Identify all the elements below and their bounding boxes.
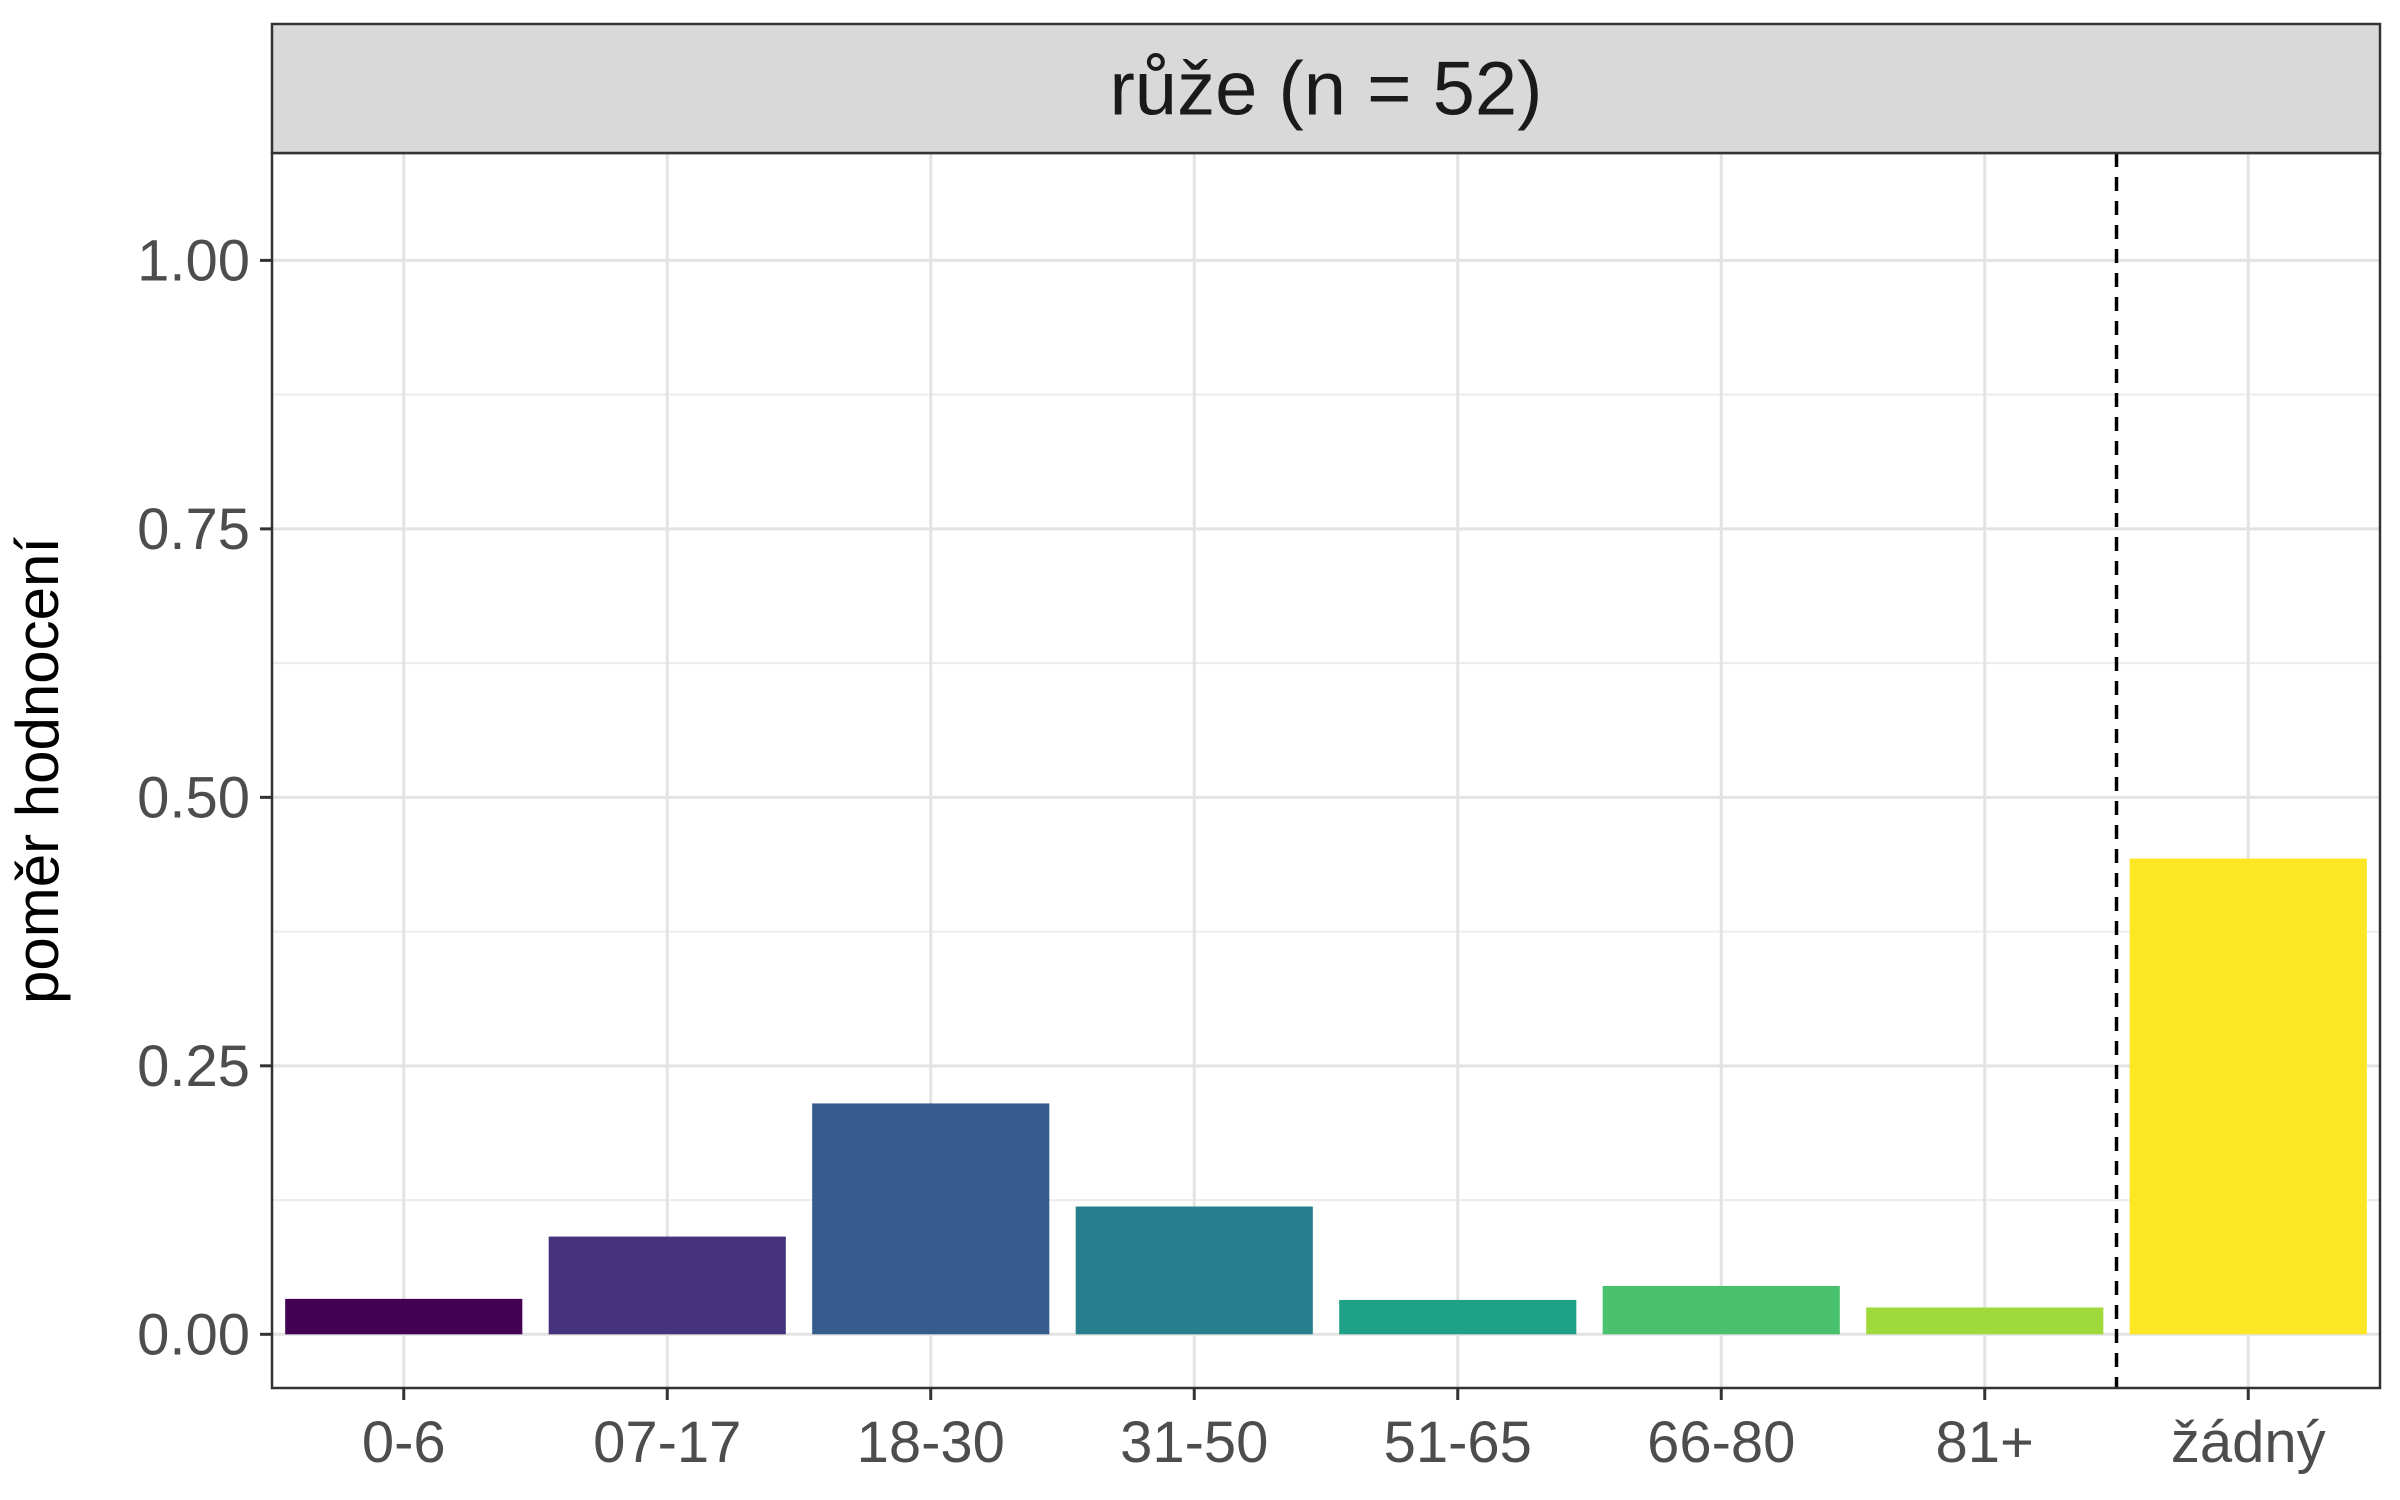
y-tick-label: 0.25	[137, 1034, 250, 1099]
bar-51-65	[1339, 1299, 1577, 1335]
x-tick-label: žádný	[2171, 1410, 2326, 1475]
panel-background	[272, 153, 2380, 1388]
bar-18-30	[812, 1103, 1050, 1335]
bar-0-6	[285, 1298, 523, 1335]
y-tick-label: 0.75	[137, 497, 250, 562]
x-tick-label: 81+	[1936, 1410, 2034, 1475]
gridlines	[272, 153, 2380, 1388]
x-axis: 0-6 07-17 18-30 31-50 51-65 66-80 81+ žádný	[362, 1388, 2326, 1475]
bar-81+	[1866, 1307, 2104, 1335]
bar-žádný	[2129, 858, 2367, 1335]
x-tick-label: 18-30	[857, 1410, 1005, 1475]
facet-strip	[270, 22, 2382, 155]
x-tick-label: 66-80	[1647, 1410, 1795, 1475]
y-tick-label: 0.50	[137, 765, 250, 830]
bar-07-17	[548, 1236, 786, 1335]
x-tick-label: 51-65	[1384, 1410, 1532, 1475]
bars	[285, 858, 2367, 1335]
y-axis: 0.00 0.25 0.50 0.75 1.00	[137, 228, 272, 1367]
bar-31-50	[1075, 1206, 1313, 1335]
y-tick-label: 1.00	[137, 228, 250, 293]
y-tick-label: 0.00	[137, 1302, 250, 1367]
facet-title: růže (n = 52)	[1110, 47, 1543, 132]
x-tick-label: 31-50	[1120, 1410, 1268, 1475]
y-axis-title: poměr hodnocení	[4, 537, 71, 1004]
x-tick-label: 0-6	[362, 1410, 446, 1475]
x-tick-label: 07-17	[593, 1410, 741, 1475]
bar-66-80	[1602, 1285, 1840, 1335]
